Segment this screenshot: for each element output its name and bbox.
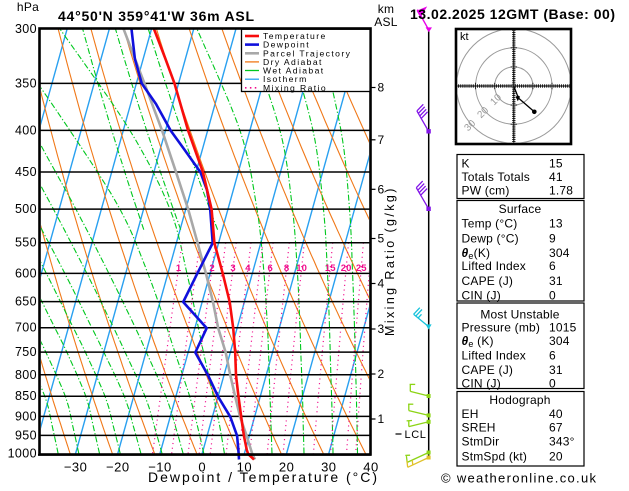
- svg-text:25: 25: [356, 263, 367, 274]
- svg-text:850: 850: [15, 389, 37, 403]
- svg-text:Lifted Index: Lifted Index: [462, 259, 526, 273]
- svg-text:CAPE (J): CAPE (J): [462, 274, 514, 288]
- svg-text:8: 8: [378, 81, 385, 95]
- svg-text:15: 15: [549, 157, 563, 171]
- svg-text:1: 1: [378, 412, 385, 426]
- svg-text:300: 300: [15, 22, 37, 36]
- svg-text:CIN (J): CIN (J): [462, 377, 501, 391]
- svg-text:K: K: [462, 157, 470, 171]
- svg-text:304: 304: [549, 246, 570, 260]
- svg-text:Mixing Ratio (g/kg): Mixing Ratio (g/kg): [383, 186, 397, 336]
- svg-text:Surface: Surface: [499, 202, 542, 216]
- svg-text:13.02.2025 12GMT (Base: 00): 13.02.2025 12GMT (Base: 00): [410, 6, 615, 22]
- svg-text:41: 41: [549, 170, 563, 184]
- svg-text:Temp (°C): Temp (°C): [462, 217, 518, 231]
- svg-text:450: 450: [15, 165, 37, 179]
- svg-text:31: 31: [549, 274, 563, 288]
- svg-text:Lifted Index: Lifted Index: [462, 349, 526, 363]
- svg-text:40: 40: [549, 407, 563, 421]
- svg-text:© weatheronline.co.uk: © weatheronline.co.uk: [441, 471, 597, 486]
- svg-text:350: 350: [15, 76, 37, 90]
- svg-text:Most Unstable: Most Unstable: [480, 307, 559, 321]
- svg-text:44°50'N 359°41'W 36m ASL: 44°50'N 359°41'W 36m ASL: [58, 8, 254, 24]
- svg-text:Mixing Ratio: Mixing Ratio: [263, 83, 327, 93]
- svg-text:EH: EH: [462, 407, 479, 421]
- svg-text:PW (cm): PW (cm): [462, 184, 510, 198]
- svg-text:SREH: SREH: [462, 421, 496, 435]
- svg-text:400: 400: [15, 123, 37, 137]
- svg-text:Pressure (mb): Pressure (mb): [462, 321, 541, 335]
- svg-text:550: 550: [15, 236, 37, 250]
- svg-text:Dewpoint / Temperature (°C): Dewpoint / Temperature (°C): [148, 469, 377, 485]
- svg-text:0: 0: [549, 288, 556, 302]
- svg-text:10: 10: [296, 263, 307, 274]
- svg-text:6: 6: [267, 263, 272, 274]
- svg-text:1.78: 1.78: [549, 184, 573, 198]
- svg-text:LCL: LCL: [405, 429, 427, 441]
- svg-text:2: 2: [209, 263, 214, 274]
- svg-text:θe (K): θe (K): [462, 334, 494, 349]
- svg-text:650: 650: [15, 295, 37, 309]
- svg-text:1015: 1015: [549, 321, 577, 335]
- svg-text:900: 900: [15, 409, 37, 423]
- svg-text:CIN (J): CIN (J): [462, 288, 501, 302]
- svg-text:8: 8: [284, 263, 289, 274]
- svg-text:13: 13: [549, 217, 563, 231]
- svg-text:2: 2: [378, 367, 385, 381]
- svg-text:StmSpd (kt): StmSpd (kt): [462, 449, 528, 463]
- svg-text:Dewp (°C): Dewp (°C): [462, 231, 519, 245]
- svg-text:6: 6: [549, 349, 556, 363]
- svg-text:950: 950: [15, 428, 37, 442]
- svg-text:4: 4: [245, 263, 251, 274]
- svg-text:km: km: [378, 2, 395, 16]
- svg-text:StmDir: StmDir: [462, 435, 500, 449]
- svg-text:kt: kt: [460, 31, 469, 43]
- svg-text:343°: 343°: [549, 435, 575, 449]
- svg-text:CAPE (J): CAPE (J): [462, 363, 514, 377]
- svg-text:−30: −30: [64, 460, 88, 475]
- svg-text:15: 15: [325, 263, 336, 274]
- svg-text:7: 7: [378, 133, 385, 147]
- svg-text:750: 750: [15, 345, 37, 359]
- svg-text:1000: 1000: [8, 447, 37, 461]
- svg-text:500: 500: [15, 202, 37, 216]
- svg-text:20: 20: [341, 263, 352, 274]
- svg-text:800: 800: [15, 368, 37, 382]
- svg-text:600: 600: [15, 266, 37, 280]
- svg-text:304: 304: [549, 334, 570, 348]
- svg-text:1: 1: [176, 263, 182, 274]
- svg-text:−20: −20: [106, 460, 130, 475]
- svg-text:31: 31: [549, 363, 563, 377]
- svg-text:0: 0: [549, 377, 556, 391]
- svg-text:20: 20: [549, 449, 563, 463]
- svg-text:hPa: hPa: [17, 0, 39, 14]
- svg-text:67: 67: [549, 421, 563, 435]
- svg-text:9: 9: [549, 231, 556, 245]
- svg-text:Hodograph: Hodograph: [489, 393, 550, 407]
- svg-text:6: 6: [549, 259, 556, 273]
- svg-text:ASL: ASL: [374, 15, 398, 29]
- svg-text:700: 700: [15, 321, 37, 335]
- svg-text:3: 3: [230, 263, 235, 274]
- svg-text:Totals Totals: Totals Totals: [462, 170, 530, 184]
